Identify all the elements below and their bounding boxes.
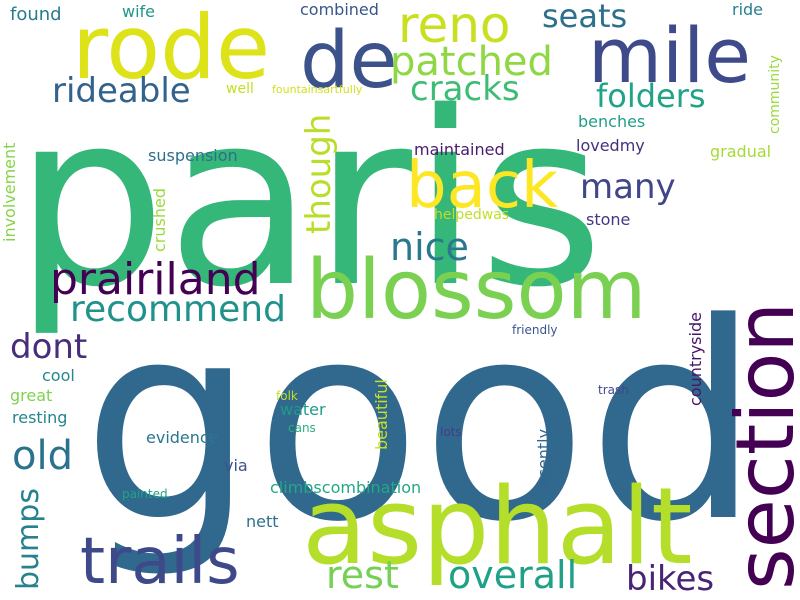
word-folk: folk	[276, 389, 298, 403]
word-trash: trash	[598, 383, 629, 397]
word-suspension: suspension	[148, 146, 238, 165]
word-maintained: maintained	[414, 140, 505, 159]
word-countryside: countryside	[686, 312, 705, 406]
word-water: water	[280, 400, 326, 419]
word-ride: ride	[732, 0, 764, 19]
word-bikes: bikes	[626, 559, 715, 599]
word-cracks: cracks	[410, 69, 520, 109]
word-recently: recently	[534, 428, 553, 494]
word-resting: resting	[12, 408, 68, 427]
word-folders: folders	[596, 77, 706, 115]
word-gradual: gradual	[710, 142, 772, 161]
word-dont: dont	[10, 327, 88, 367]
word-paris: paris	[14, 60, 604, 340]
word-crushed: crushed	[150, 188, 169, 252]
word-cool: cool	[42, 366, 75, 385]
word-nice: nice	[390, 225, 469, 269]
word-via: via	[224, 456, 248, 475]
word-friendly: friendly	[512, 323, 558, 337]
word-good: good	[82, 266, 761, 582]
word-lovedmy: lovedmy	[576, 136, 645, 155]
word-nett: nett	[246, 512, 279, 531]
word-recommend: recommend	[70, 289, 286, 330]
word-prairiland: prairiland	[50, 254, 261, 305]
word-found: found	[10, 4, 62, 25]
word-asphalt: asphalt	[302, 465, 693, 588]
word-trails: trails	[80, 525, 240, 599]
word-though: though	[299, 113, 339, 234]
word-patched: patched	[390, 39, 553, 85]
word-evidence: evidence	[146, 428, 219, 447]
word-wife: wife	[122, 2, 156, 21]
word-involvement: involvement	[0, 142, 19, 242]
word-climbscombination: climbscombination	[270, 478, 422, 497]
word-well: well	[226, 81, 254, 97]
word-fountainsartfully: fountainsartfully	[272, 83, 363, 96]
word-combined: combined	[300, 0, 379, 19]
word-old: old	[12, 433, 73, 479]
word-lots: lots	[440, 425, 462, 439]
word-rest: rest	[326, 553, 399, 597]
word-overall: overall	[448, 553, 578, 597]
word-back: back	[406, 149, 559, 223]
word-great: great	[10, 386, 53, 405]
word-mile: mile	[588, 11, 752, 100]
word-reno: reno	[398, 0, 511, 54]
word-blossom: blossom	[306, 243, 647, 338]
word-seats: seats	[542, 0, 628, 35]
word-community: community	[767, 55, 783, 134]
word-cans: cans	[288, 421, 316, 435]
word-rideable: rideable	[52, 71, 191, 111]
word-benches: benches	[578, 112, 646, 131]
word-many: many	[580, 167, 676, 207]
word-de: de	[300, 16, 398, 106]
word-painted: painted	[122, 487, 168, 501]
word-stone: stone	[586, 210, 631, 229]
word-helpedwas: helpedwas	[434, 207, 510, 223]
word-bumps: bumps	[11, 488, 46, 590]
word-beautiful: beautiful	[372, 379, 391, 450]
word-section: section	[719, 301, 800, 590]
word-rode: rode	[72, 0, 271, 99]
